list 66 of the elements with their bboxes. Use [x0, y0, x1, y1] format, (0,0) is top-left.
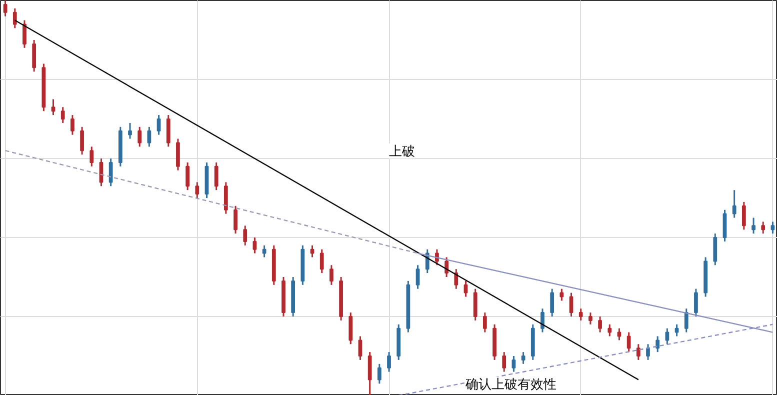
candlestick [195, 181, 200, 199]
candlestick [770, 220, 775, 234]
candlestick [32, 39, 36, 72]
candlestick [598, 316, 602, 334]
candlestick [3, 0, 8, 18]
candlestick [368, 351, 372, 395]
candlestick [608, 324, 612, 337]
candlestick [617, 328, 622, 341]
candlestick [252, 236, 257, 254]
candlestick [694, 288, 698, 318]
candlestick [550, 288, 554, 318]
candlestick [80, 126, 84, 156]
candlestick [348, 312, 353, 345]
candlestick [186, 162, 190, 191]
candlestick [147, 126, 152, 148]
candlestick [262, 244, 266, 258]
candlestick [578, 308, 583, 322]
candlestick [521, 351, 526, 365]
candlestick [12, 8, 17, 29]
candlestick [482, 312, 487, 334]
candlestick [665, 328, 670, 345]
candlestick [108, 158, 113, 187]
candlestick [560, 288, 564, 302]
candlestick [243, 224, 248, 246]
annotation: 上破 [389, 144, 415, 158]
candlestick [156, 114, 161, 136]
candlestick [646, 343, 650, 361]
candlestick [742, 201, 746, 230]
candlestick [626, 332, 631, 353]
candlestick [320, 248, 324, 274]
candlestick [60, 106, 65, 124]
candlestick [330, 264, 334, 286]
candlestick [512, 355, 516, 373]
candlestick [234, 205, 238, 234]
candlestick [176, 138, 180, 172]
candlestick [166, 114, 170, 148]
candlestick [502, 351, 506, 373]
candlestick [722, 209, 727, 242]
candlestick [656, 336, 660, 353]
candlestick [752, 217, 756, 234]
candlestick [588, 312, 592, 326]
candlestick [387, 351, 391, 373]
candlestick [473, 288, 478, 322]
candlestick [310, 244, 314, 258]
candlestick [358, 336, 362, 361]
candlestick [713, 232, 718, 266]
candlestick [674, 324, 679, 337]
candlestick [416, 264, 420, 290]
candlestick [540, 308, 544, 334]
candlestick [732, 189, 736, 218]
candlestick [464, 280, 468, 298]
candlestick [636, 343, 640, 361]
candlestick [377, 363, 382, 384]
candlestick [569, 292, 574, 318]
candlestick [761, 220, 766, 234]
candlestick [138, 126, 142, 148]
candlestick [454, 268, 458, 290]
candlestick [51, 98, 56, 116]
candlestick [684, 308, 688, 334]
candlestick [22, 20, 26, 49]
candlestick [70, 114, 74, 136]
candlestick [224, 181, 228, 215]
candlestick [214, 162, 218, 191]
candlestick [128, 122, 132, 140]
candlestick [90, 146, 94, 168]
annotation: 确认上破有效性 [464, 376, 557, 392]
